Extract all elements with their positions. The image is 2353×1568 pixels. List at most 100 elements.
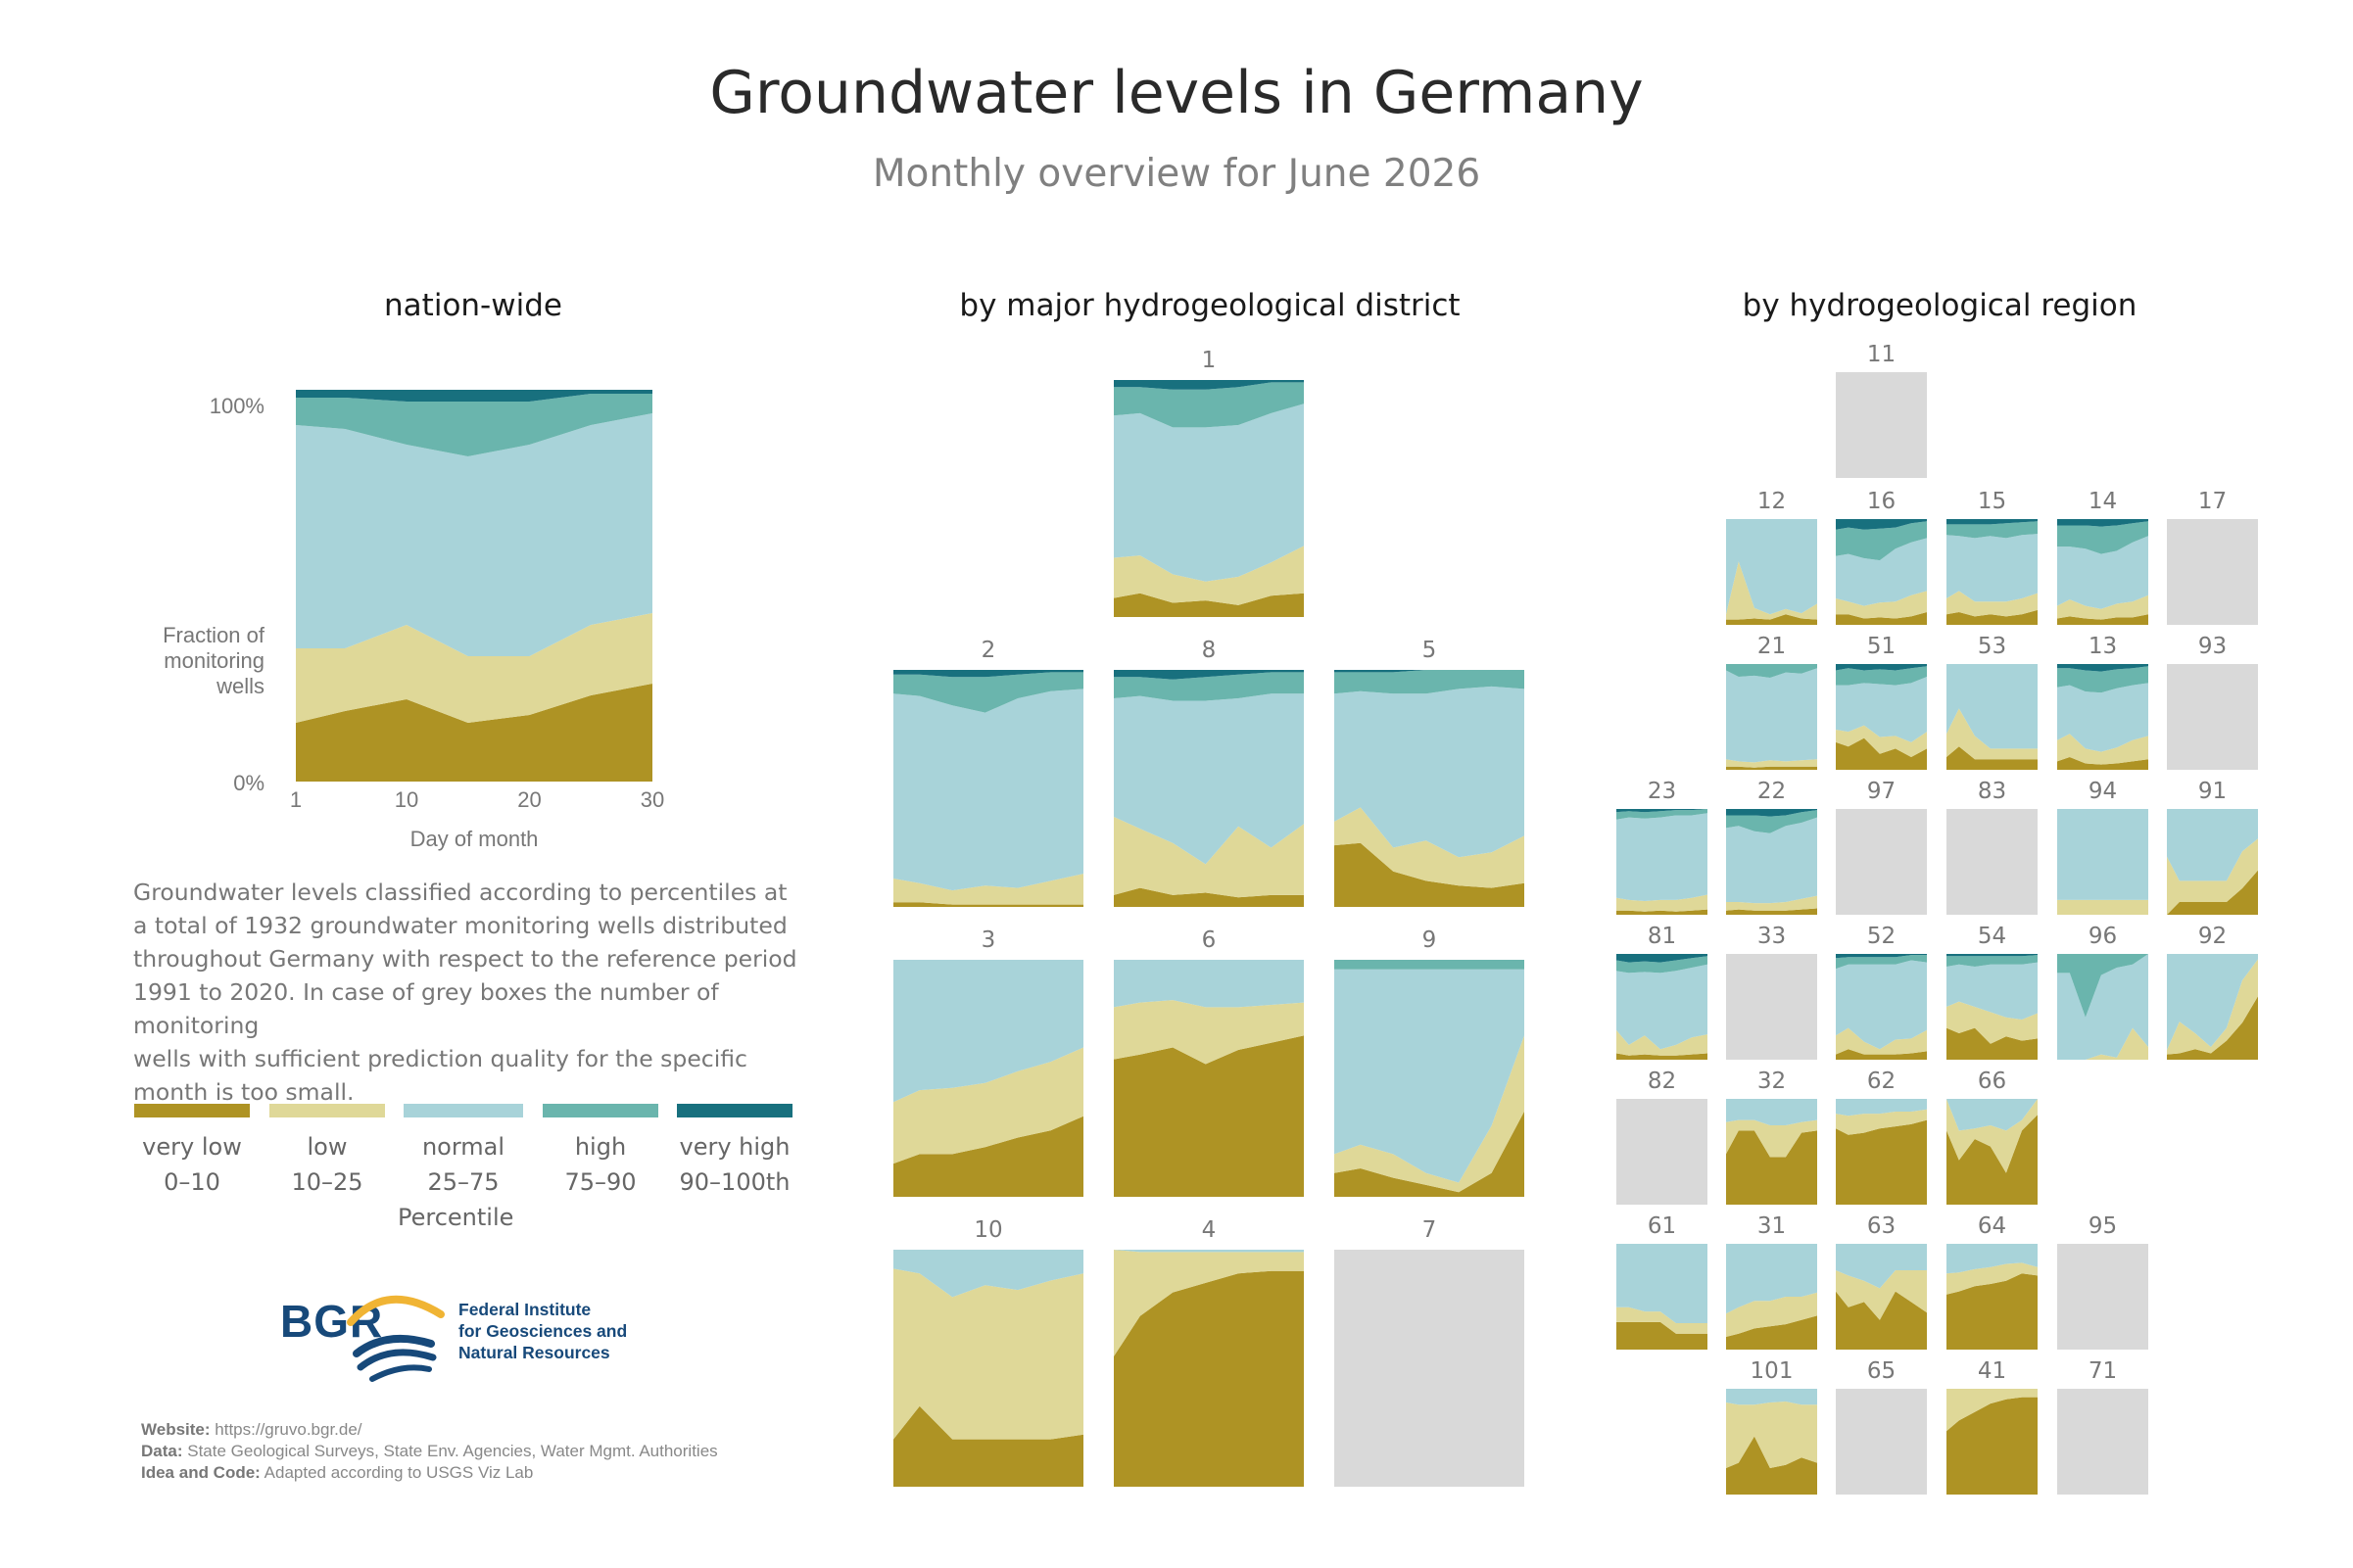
area-high bbox=[1616, 956, 1707, 974]
area-normal bbox=[2167, 954, 2258, 1051]
region-panel-17 bbox=[2167, 519, 2258, 625]
region-label: 53 bbox=[1978, 634, 2006, 659]
x-axis-label: Day of month bbox=[410, 827, 539, 851]
legend-label: very high bbox=[679, 1133, 791, 1161]
area-very-low bbox=[1726, 1315, 1817, 1350]
area-normal bbox=[1836, 1244, 1927, 1289]
description-text: Groundwater levels classified according … bbox=[133, 879, 797, 1106]
area-normal bbox=[893, 689, 1083, 891]
district-label: 8 bbox=[1202, 638, 1217, 663]
region-label: 81 bbox=[1648, 924, 1676, 949]
area-normal bbox=[1726, 1389, 1817, 1405]
area-low bbox=[1946, 1099, 2038, 1173]
y-tick-label: 100% bbox=[210, 394, 264, 418]
no-data-box bbox=[1726, 954, 1817, 1060]
area-low bbox=[1946, 1389, 2038, 1432]
area-very-low bbox=[1334, 1111, 1524, 1197]
region-panel-16 bbox=[1836, 519, 1927, 625]
legend-range: 10–25 bbox=[291, 1168, 363, 1196]
region-label: 17 bbox=[2198, 489, 2227, 514]
area-very-high bbox=[1726, 809, 1817, 817]
area-normal bbox=[1114, 693, 1304, 865]
area-very-high bbox=[2057, 519, 2148, 527]
area-very-low bbox=[1836, 737, 1927, 770]
region-panel-94 bbox=[2057, 809, 2148, 915]
region-panel-96 bbox=[2057, 954, 2148, 1060]
district-label: 6 bbox=[1202, 927, 1217, 953]
region-panel-11 bbox=[1836, 372, 1927, 478]
district-label: 4 bbox=[1202, 1217, 1217, 1243]
region-label: 23 bbox=[1648, 779, 1676, 804]
area-very-high bbox=[893, 670, 1083, 678]
region-label: 61 bbox=[1648, 1213, 1676, 1239]
region-panel-97 bbox=[1836, 809, 1927, 915]
area-low bbox=[1836, 1027, 1927, 1055]
region-label: 94 bbox=[2089, 779, 2117, 804]
credit-key: Idea and Code: bbox=[141, 1463, 261, 1482]
area-very-low bbox=[1726, 1130, 1817, 1205]
area-very-low bbox=[1836, 1291, 1927, 1350]
area-normal bbox=[296, 413, 652, 656]
area-normal bbox=[1946, 664, 2038, 749]
no-data-box bbox=[1836, 809, 1927, 915]
region-panel-101 bbox=[1726, 1389, 1817, 1495]
no-data-box bbox=[2057, 1244, 2148, 1350]
district-panel-8 bbox=[1114, 670, 1304, 907]
region-panel-51 bbox=[1836, 664, 1927, 770]
page-subtitle: Monthly overview for June 2026 bbox=[872, 152, 1481, 196]
area-very-low bbox=[1946, 609, 2038, 625]
region-label: 54 bbox=[1978, 924, 2006, 949]
district-panel-9 bbox=[1334, 960, 1524, 1197]
region-label: 62 bbox=[1867, 1069, 1896, 1094]
legend-swatch-normal bbox=[404, 1104, 523, 1117]
region-panel-33 bbox=[1726, 954, 1817, 1060]
area-low bbox=[1726, 895, 1817, 911]
region-label: 82 bbox=[1648, 1069, 1676, 1094]
area-high bbox=[1616, 809, 1707, 820]
legend-label: low bbox=[307, 1133, 348, 1161]
area-low bbox=[893, 1047, 1083, 1164]
region-panel-66 bbox=[1946, 1099, 2038, 1205]
region-panel-83 bbox=[1946, 809, 2038, 915]
no-data-box bbox=[2057, 1389, 2148, 1495]
area-very-low bbox=[893, 1116, 1083, 1197]
area-high bbox=[1334, 670, 1524, 694]
region-panel-95 bbox=[2057, 1244, 2148, 1350]
region-panel-22 bbox=[1726, 809, 1817, 915]
area-normal bbox=[1946, 962, 2038, 1020]
area-normal bbox=[1726, 519, 1817, 615]
region-label: 11 bbox=[1867, 342, 1896, 367]
legend-swatch-high bbox=[543, 1104, 658, 1117]
area-normal bbox=[2167, 809, 2258, 881]
area-low bbox=[1836, 725, 1927, 757]
area-low bbox=[2167, 959, 2258, 1055]
region-panel-21 bbox=[1726, 664, 1817, 770]
area-normal bbox=[1334, 969, 1524, 1183]
region-panel-81 bbox=[1616, 954, 1707, 1060]
area-low bbox=[1114, 817, 1304, 898]
area-high bbox=[2057, 954, 2148, 1018]
region-label: 95 bbox=[2089, 1213, 2117, 1239]
area-low bbox=[1726, 759, 1817, 768]
region-panel-71 bbox=[2057, 1389, 2148, 1495]
area-high bbox=[1836, 521, 1927, 561]
area-very-low bbox=[1616, 1321, 1707, 1350]
area-very-low bbox=[1726, 1436, 1817, 1495]
district-panel-7 bbox=[1334, 1250, 1524, 1487]
section-title-districts: by major hydrogeological district bbox=[959, 288, 1461, 323]
region-label: 96 bbox=[2089, 924, 2117, 949]
area-very-low bbox=[1836, 1119, 1927, 1205]
region-panel-54 bbox=[1946, 954, 2038, 1060]
district-label: 7 bbox=[1422, 1217, 1437, 1243]
credit-value: https://gruvo.bgr.de/ bbox=[210, 1420, 362, 1439]
area-very-high bbox=[1946, 954, 2038, 957]
region-panel-14 bbox=[2057, 519, 2148, 625]
area-low bbox=[2057, 734, 2148, 765]
region-label: 71 bbox=[2089, 1358, 2117, 1384]
area-normal bbox=[1946, 1244, 2038, 1274]
district-panel-10 bbox=[893, 1250, 1083, 1487]
area-very-high bbox=[1946, 519, 2038, 525]
region-panel-82 bbox=[1616, 1099, 1707, 1205]
area-high bbox=[1836, 666, 1927, 686]
